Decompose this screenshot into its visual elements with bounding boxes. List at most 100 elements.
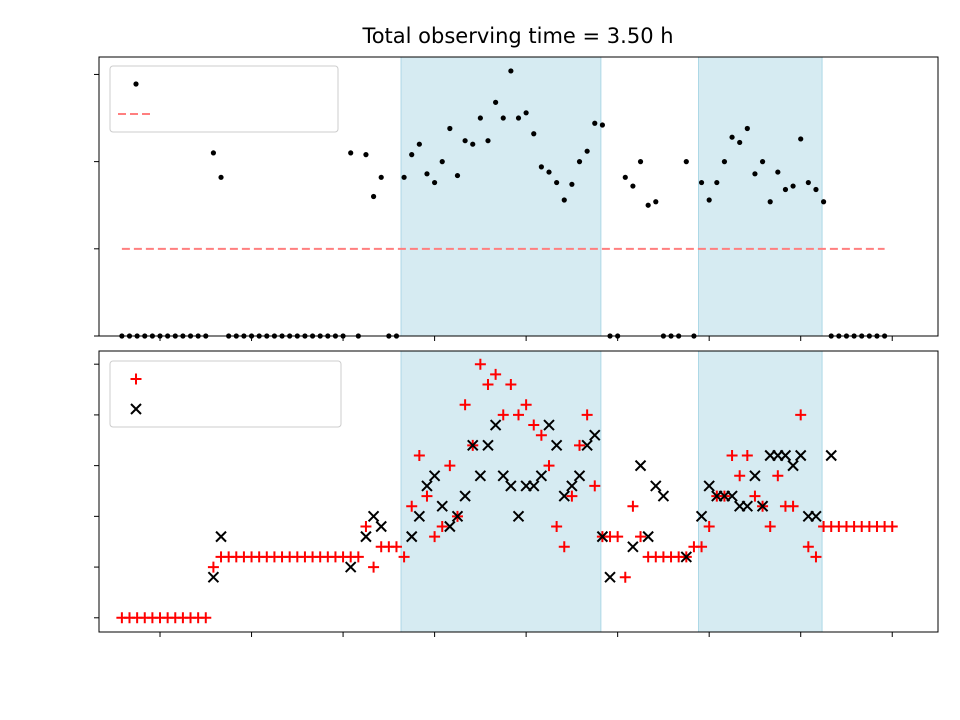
predicted-star-point	[528, 480, 540, 492]
matched-star-point	[558, 541, 570, 553]
matched-star-point	[390, 541, 402, 553]
measurement-point	[416, 141, 422, 147]
predicted-star-point	[474, 470, 487, 482]
matched-star-point	[513, 409, 524, 421]
predicted-star-point	[367, 510, 380, 523]
predicted-star-point	[482, 439, 494, 452]
predicted-star-point	[634, 459, 647, 472]
measurement-point	[447, 125, 453, 132]
predicted-star-point	[360, 530, 372, 543]
matched-star-point	[581, 409, 593, 421]
matched-star-point	[703, 520, 715, 532]
measurement-point	[767, 199, 773, 205]
measurement-point	[470, 141, 476, 147]
predicted-star-point	[756, 500, 769, 512]
measurement-point	[759, 159, 766, 165]
matched-star-point	[490, 368, 502, 380]
predicted-star-point	[406, 530, 418, 543]
measurement-point	[493, 99, 499, 105]
measurement-point	[348, 150, 354, 156]
predicted-star-point	[451, 510, 464, 523]
matched-star-point	[528, 419, 540, 431]
predicted-star-point	[421, 480, 433, 492]
measurement-point	[813, 186, 819, 193]
measurement-point	[508, 68, 514, 74]
measurement-point	[744, 125, 750, 132]
legend-box	[109, 360, 342, 428]
predicted-star-point	[825, 449, 837, 462]
predicted-star-point	[596, 530, 609, 543]
measurement-point	[706, 197, 712, 203]
predicted-star-point	[550, 439, 563, 452]
predicted-star-point	[642, 530, 654, 543]
predicted-star-point	[787, 459, 799, 472]
matched-star-point	[764, 520, 776, 532]
predicted-star-point	[512, 510, 525, 523]
predicted-star-point	[650, 480, 662, 492]
matched-star-point	[207, 561, 219, 573]
measurement-point	[775, 169, 781, 175]
measurement-point	[462, 138, 468, 144]
measurement-point	[752, 171, 758, 177]
matched-star-point	[474, 358, 486, 370]
matched-star-point	[413, 449, 425, 461]
predicted-star-point	[749, 470, 761, 482]
measurement-point	[546, 169, 552, 175]
matched-star-point	[421, 490, 433, 502]
predicted-star-point	[543, 419, 555, 431]
predicted-star-point	[566, 480, 578, 492]
measurement-point	[561, 197, 567, 203]
matched-star-point	[810, 551, 822, 563]
matched-star-point	[696, 541, 708, 553]
matched-star-point	[352, 551, 364, 563]
observing-window	[698, 56, 823, 337]
measurement-point	[653, 199, 659, 205]
matched-star-point	[444, 460, 456, 472]
matched-star-point	[482, 378, 494, 390]
predicted-star-point	[467, 439, 479, 452]
predicted-star-point	[459, 490, 471, 502]
measurement-point	[538, 164, 544, 170]
measurement-point	[531, 131, 537, 137]
matched-star-point	[612, 531, 624, 543]
measurement-point	[683, 159, 689, 165]
predicted-star-point	[741, 500, 754, 512]
axes-frame	[98, 350, 939, 633]
chart-title: Total observing time = 3.50 h	[361, 24, 673, 48]
matched-star-point	[734, 470, 746, 482]
measurement-point	[698, 179, 705, 186]
matched-star-point	[589, 480, 601, 492]
matched-star-point	[726, 449, 738, 461]
measurement-point	[622, 174, 628, 180]
measurement-point	[218, 174, 224, 180]
measurement-point	[721, 159, 728, 165]
matched-star-point	[574, 439, 586, 451]
measurement-point	[409, 152, 415, 158]
predicted-star-point	[207, 571, 220, 583]
predicted-star-point	[589, 429, 601, 441]
measurement-point	[454, 172, 461, 179]
measurement-point	[798, 136, 804, 142]
measurement-point	[637, 159, 644, 165]
matched-star-point	[566, 490, 578, 502]
matched-star-point	[360, 520, 372, 532]
matched-star-point	[772, 470, 784, 482]
measurement-point	[584, 148, 590, 154]
predicted-star-point	[627, 541, 639, 553]
measurement-point	[401, 174, 407, 180]
predicted-star-point	[581, 439, 593, 452]
predicted-star-point	[428, 470, 441, 482]
matched-star-point	[802, 541, 814, 553]
matched-star-point	[749, 490, 761, 502]
measurement-point	[576, 159, 583, 165]
top-panel-ratio	[94, 56, 939, 341]
matched-star-point	[886, 520, 898, 532]
bottom-panel-counts	[94, 350, 939, 637]
measurement-point	[592, 120, 598, 126]
predicted-star-point	[604, 571, 616, 583]
predicted-star-point	[413, 510, 426, 523]
predicted-star-point	[680, 551, 693, 563]
measurement-point	[363, 152, 369, 158]
predicted-star-point	[657, 490, 670, 502]
matched-star-point	[787, 500, 799, 512]
